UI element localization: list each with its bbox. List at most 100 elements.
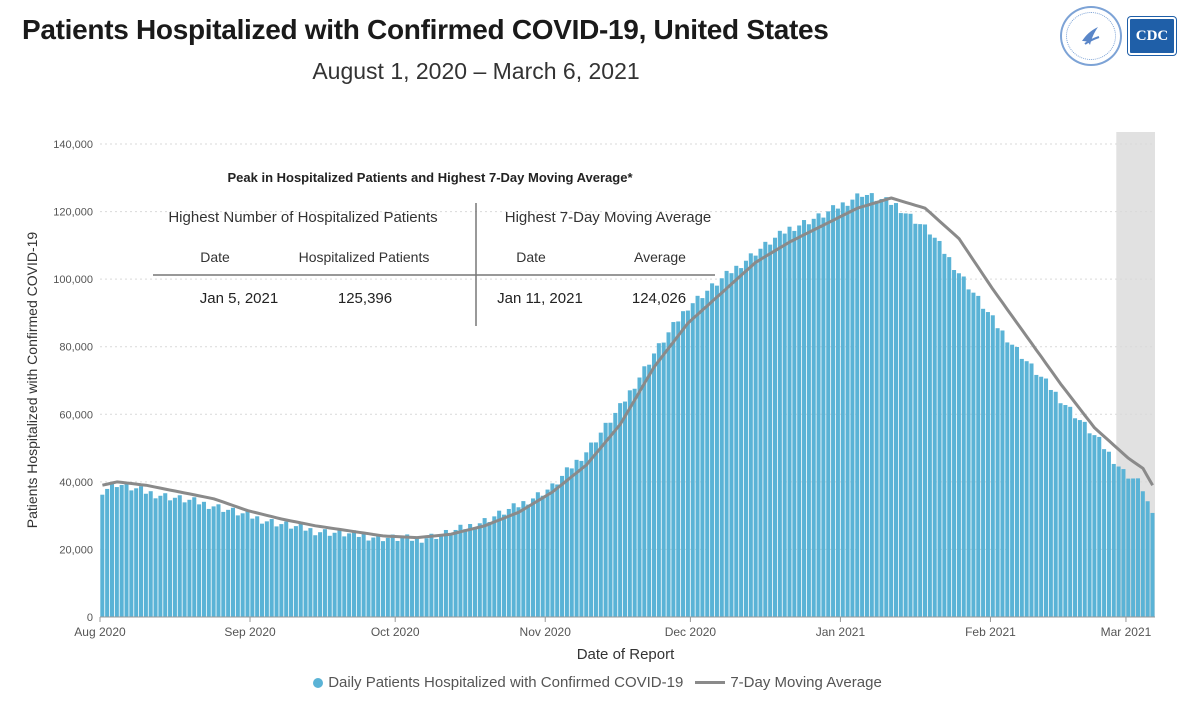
daily-bar [1053, 391, 1058, 617]
daily-bar [598, 432, 603, 617]
daily-bar [410, 540, 415, 617]
daily-bar [347, 533, 352, 617]
daily-bar [250, 518, 255, 617]
daily-bar [937, 240, 942, 617]
daily-bar [1024, 361, 1029, 617]
daily-bar [603, 422, 608, 617]
logos: CDC [1060, 6, 1176, 66]
y-tick-label: 120,000 [53, 207, 93, 219]
x-axis-title: Date of Report [577, 646, 675, 663]
daily-bar [1005, 342, 1010, 617]
daily-bar [739, 268, 744, 617]
daily-bar [777, 230, 782, 617]
daily-bar [821, 217, 826, 618]
daily-bar [385, 537, 390, 617]
daily-bar [874, 200, 879, 617]
chart-title: Patients Hospitalized with Confirmed COV… [22, 14, 829, 45]
daily-bar [153, 498, 158, 617]
daily-bar [569, 468, 574, 617]
daily-bar [458, 524, 463, 617]
daily-bar [332, 532, 337, 617]
daily-bar [235, 515, 240, 617]
daily-bar [1068, 406, 1073, 617]
daily-bar [893, 203, 899, 617]
daily-bar [676, 321, 681, 617]
daily-bar [197, 504, 202, 617]
daily-bar [1019, 358, 1024, 617]
daily-bar [168, 500, 173, 617]
daily-bar [279, 524, 284, 617]
daily-bar [526, 504, 531, 617]
daily-bar [298, 523, 303, 617]
daily-bar [884, 197, 889, 617]
peak-left-group-label: Highest Number of Hospitalized Patients [168, 209, 437, 226]
daily-bar [221, 511, 226, 617]
daily-bar [148, 491, 153, 617]
daily-bar [661, 342, 666, 617]
daily-bar [216, 504, 221, 617]
daily-bar [376, 534, 381, 617]
daily-bar [492, 516, 497, 617]
daily-bar [647, 364, 652, 617]
daily-bar [139, 486, 144, 617]
daily-bar [961, 276, 966, 617]
daily-bar [1073, 418, 1078, 617]
daily-bar [913, 223, 918, 618]
daily-bar [584, 452, 589, 617]
daily-bar [124, 482, 129, 617]
daily-bar [748, 253, 753, 618]
daily-bar [1102, 449, 1107, 617]
daily-bar [710, 283, 715, 617]
daily-bar [831, 205, 836, 617]
daily-bar [618, 403, 623, 617]
daily-bar [855, 193, 860, 617]
daily-bar [448, 535, 453, 617]
daily-bar [531, 498, 536, 617]
daily-bar [560, 475, 565, 617]
daily-bar [850, 199, 855, 618]
daily-bar [540, 495, 545, 617]
daily-bar [695, 295, 700, 617]
daily-bar [845, 205, 850, 617]
daily-bar [1145, 501, 1150, 617]
daily-bar [681, 311, 686, 617]
peak-right-group-label: Highest 7-Day Moving Average [505, 209, 712, 226]
daily-bar [981, 308, 986, 617]
daily-bar [501, 514, 507, 617]
x-tick-label: Mar 2021 [1101, 625, 1152, 639]
daily-bar [1126, 478, 1131, 617]
peak-column-header: Average [634, 249, 686, 265]
daily-bar [806, 224, 811, 617]
y-tick-label: 20,000 [59, 544, 93, 556]
daily-bar [860, 196, 865, 617]
daily-bar [318, 532, 323, 617]
daily-bar [240, 513, 245, 617]
daily-bar [589, 442, 594, 617]
daily-bar [468, 524, 473, 617]
daily-bar [840, 202, 845, 617]
daily-bar [424, 538, 429, 617]
x-tick-label: Aug 2020 [74, 625, 126, 639]
daily-bar [516, 507, 521, 617]
daily-bar [158, 495, 163, 617]
daily-bar [772, 237, 778, 618]
daily-bar [700, 298, 705, 617]
daily-bar [579, 460, 584, 617]
daily-bar [322, 529, 327, 617]
daily-bar [535, 492, 540, 617]
peak-table-cell: Jan 11, 2021 [497, 290, 583, 307]
daily-bar [826, 211, 831, 617]
daily-bar [1010, 344, 1015, 617]
x-tick-label: Feb 2021 [965, 625, 1016, 639]
y-tick-label: 0 [87, 612, 93, 624]
daily-bar [129, 490, 134, 617]
daily-bar [734, 265, 739, 617]
daily-bar [995, 328, 1000, 617]
daily-bar [172, 497, 177, 617]
daily-bar [1097, 436, 1102, 617]
daily-bar [555, 484, 560, 617]
daily-bar [613, 412, 618, 617]
daily-bar [816, 213, 821, 618]
daily-bar [366, 540, 371, 617]
